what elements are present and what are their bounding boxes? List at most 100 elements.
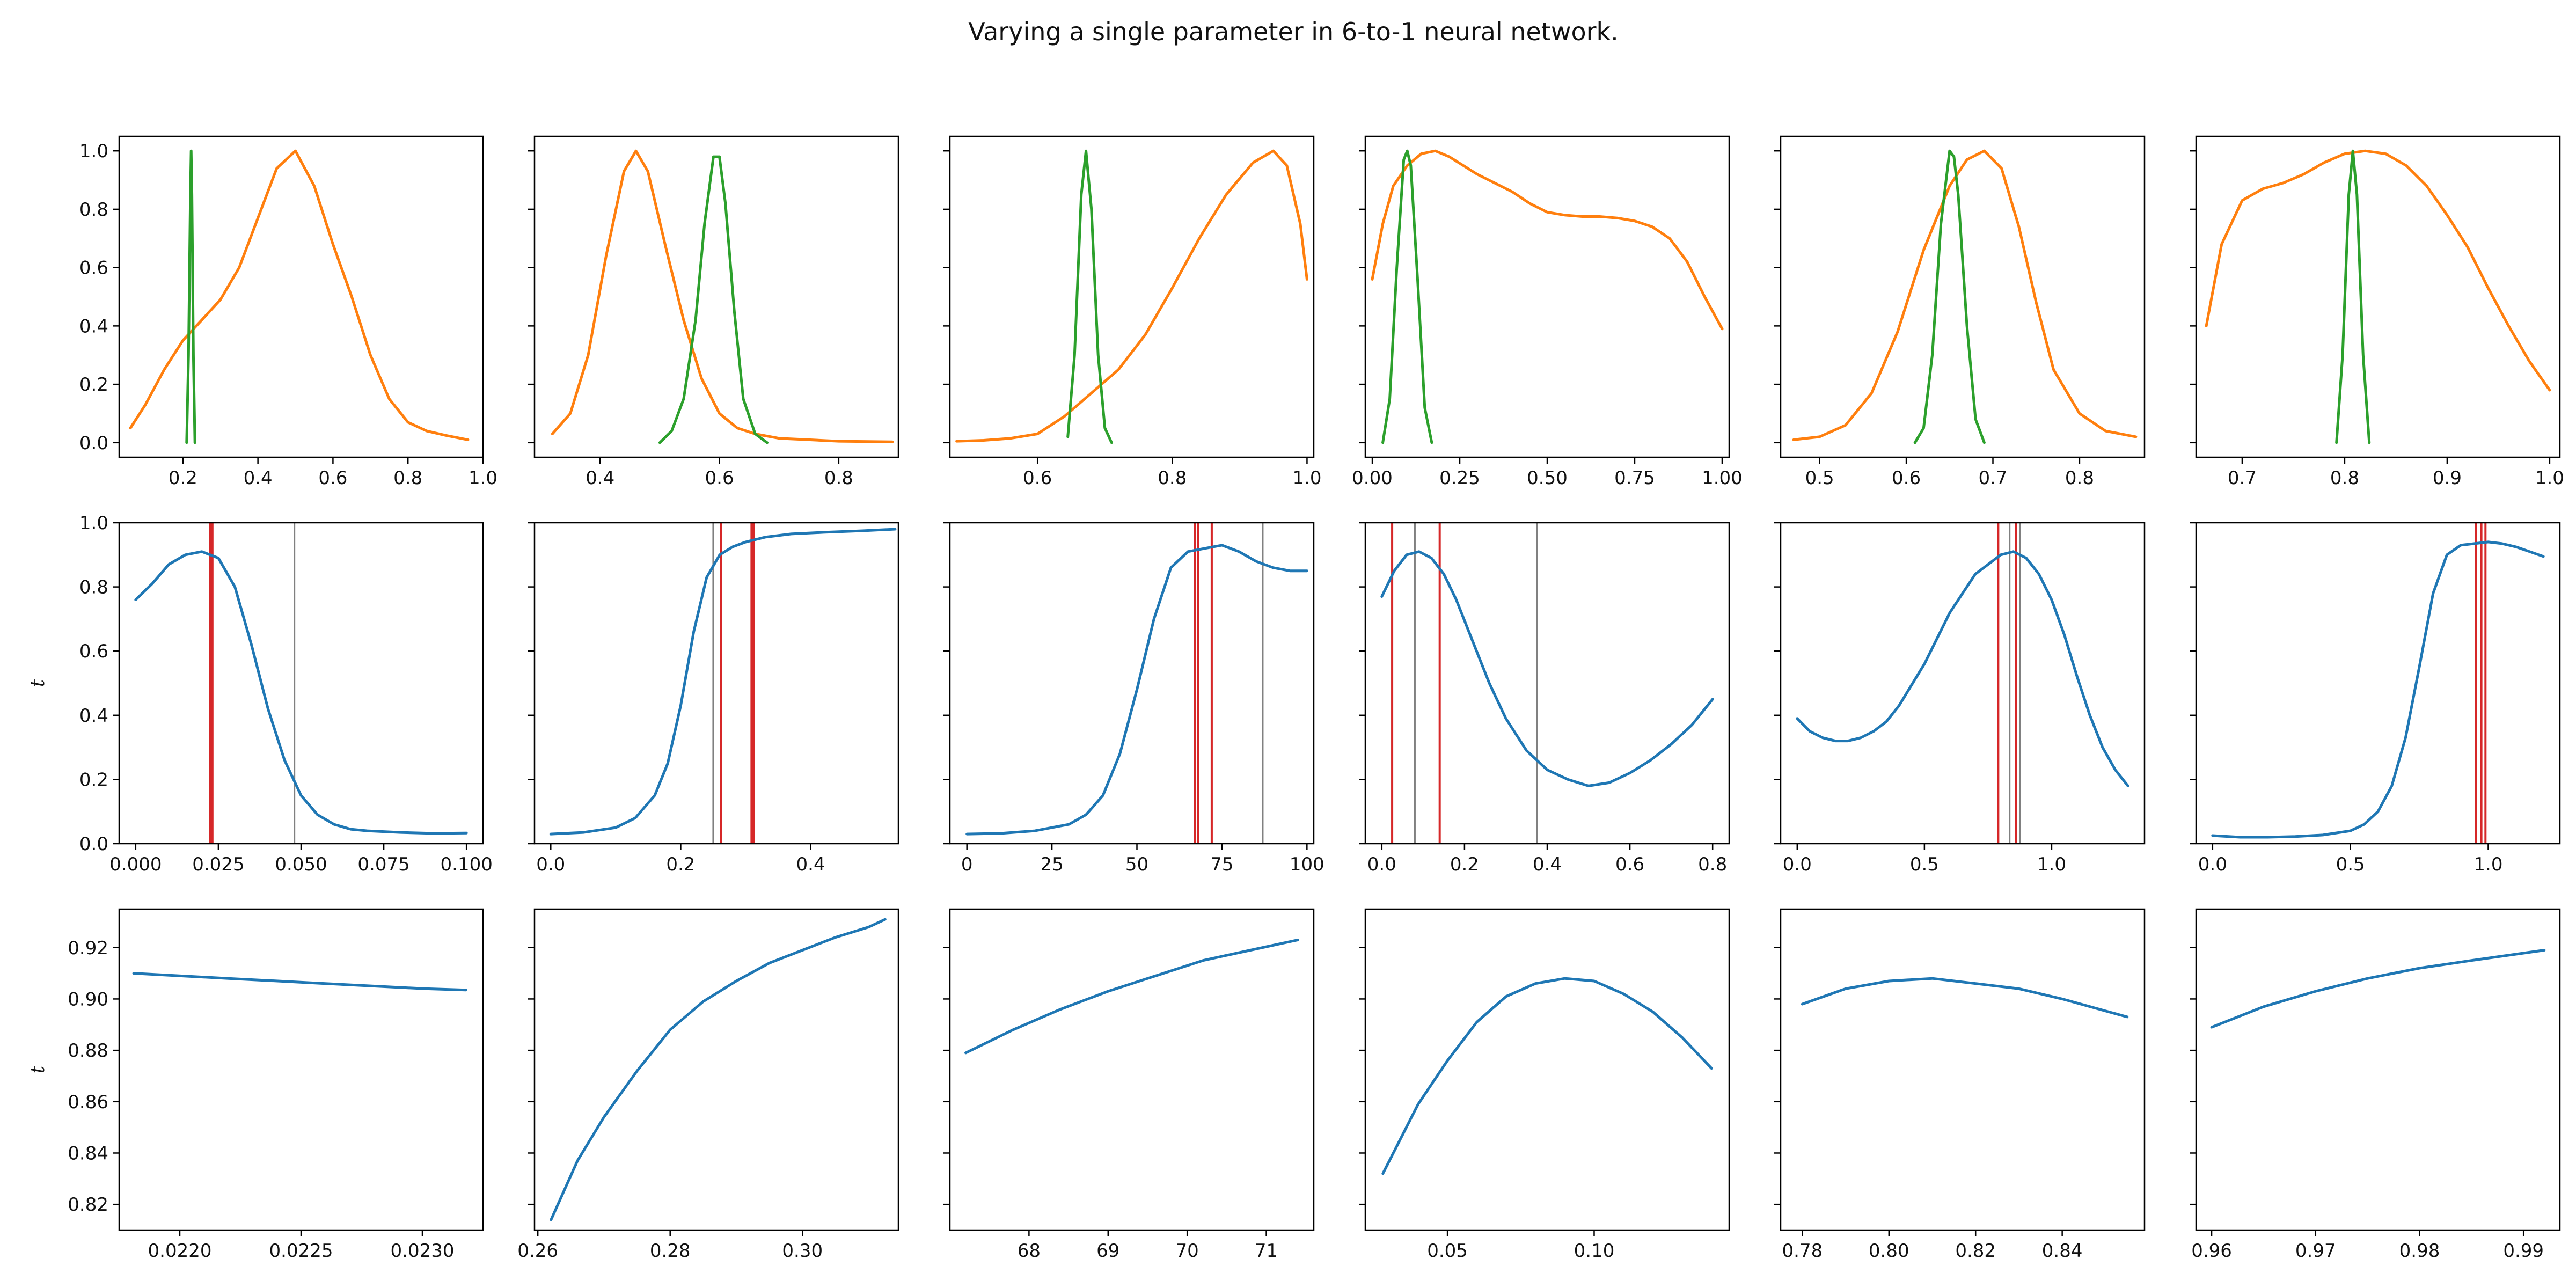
x-tick-label: 0.8 [824, 467, 853, 489]
y-tick-label: 0.8 [79, 199, 108, 221]
series-line-green [1381, 149, 1433, 444]
axes-frame [949, 908, 1315, 1231]
x-tick-label: 0.10 [1574, 1240, 1615, 1262]
subplot-r1-c2: 0 25 50 75 100 [943, 522, 1324, 875]
x-tick-label: 0.025 [192, 854, 244, 875]
y-tick-label: 0.4 [79, 705, 108, 727]
series-line-orange [129, 149, 470, 441]
x-tick-label: 0.8 [2065, 467, 2094, 489]
x-tick-label: 0.0225 [269, 1240, 333, 1262]
x-tick-label: 0.98 [2399, 1240, 2440, 1262]
x-tick-label: 0.5 [1910, 854, 1939, 875]
x-tick-label: 0.8 [1158, 467, 1187, 489]
x-tick-label: 0.05 [1427, 1240, 1468, 1262]
subplot-r0-c4: 0.5 0.6 0.7 0.8 [1774, 135, 2146, 489]
axes-frame [118, 908, 484, 1231]
x-tick-label: 0.050 [275, 854, 327, 875]
y-tick-label: 0.6 [79, 641, 108, 662]
series-line-green [1066, 149, 1113, 444]
series-line-blue [2211, 540, 2545, 839]
subplot-r0-c1: 0.4 0.6 0.8 [528, 135, 899, 489]
x-tick-label: 0.80 [1869, 1240, 1909, 1262]
series-line-orange [1371, 149, 1724, 331]
y-tick-label: 0.84 [68, 1143, 108, 1164]
x-tick-label: 1.0 [2535, 467, 2564, 489]
y-tick-label: 0.2 [79, 374, 108, 396]
y-axis-label: t [27, 1065, 49, 1073]
x-tick-label: 0.0220 [148, 1240, 212, 1262]
series-line-blue [1380, 550, 1714, 787]
axes-frame [949, 522, 1315, 845]
x-tick-label: 0.5 [1805, 467, 1834, 489]
x-tick-label: 0.6 [1615, 854, 1644, 875]
subplot-r1-c1: 0.0 0.2 0.4 [528, 522, 899, 875]
x-tick-label: 0.28 [650, 1240, 691, 1262]
x-tick-label: 0.6 [318, 467, 347, 489]
subplot-r0-c5: 0.7 0.8 0.9 1.0 [2190, 135, 2564, 489]
subplot-r1-c3: 0.0 0.2 0.4 0.6 0.8 [1359, 522, 1730, 875]
axes-frame [949, 135, 1315, 458]
subplot-r2-c4: 0.78 0.80 0.82 0.84 [1774, 908, 2146, 1262]
x-tick-label: 0.4 [244, 467, 273, 489]
x-tick-label: 0.6 [705, 467, 734, 489]
subplot-r1-c5: 0.0 0.5 1.0 [2190, 522, 2561, 875]
y-tick-label: 0.2 [79, 769, 108, 791]
series-line-orange [2205, 149, 2551, 392]
axes-layer: 0.2 0.4 0.6 0.8 1.00.00.20.40.60.81.00.4 0.6 0… [27, 135, 2564, 1262]
series-line-blue [549, 528, 897, 836]
series-line-orange [955, 149, 1308, 443]
x-tick-label: 0.8 [393, 467, 422, 489]
x-tick-label: 1.0 [469, 467, 497, 489]
x-tick-label: 100 [1290, 854, 1324, 875]
subplot-r2-c3: 0.05 0.10 [1359, 908, 1730, 1262]
y-tick-label: 1.0 [79, 513, 108, 534]
series-line-blue [1801, 977, 2129, 1019]
series-line-blue [2210, 949, 2546, 1029]
x-tick-label: 0.8 [2330, 467, 2359, 489]
x-tick-label: 0.2 [169, 467, 197, 489]
y-tick-label: 0.88 [68, 1040, 108, 1062]
axes-frame [1364, 522, 1730, 845]
x-tick-label: 0.30 [782, 1240, 823, 1262]
axes-frame [1780, 908, 2146, 1231]
subplot-r0-c3: 0.00 0.25 0.50 0.75 1.00 [1352, 135, 1743, 489]
y-tick-label: 0.90 [68, 989, 108, 1010]
subplot-r2-c1: 0.26 0.28 0.30 [517, 908, 899, 1262]
x-tick-label: 0.8 [1698, 854, 1727, 875]
series-line-green [2335, 149, 2371, 444]
y-tick-label: 0.86 [68, 1092, 108, 1113]
x-tick-label: 0.6 [1023, 467, 1052, 489]
series-line-green [658, 155, 769, 444]
x-tick-label: 75 [1210, 854, 1233, 875]
x-tick-label: 71 [1255, 1240, 1278, 1262]
x-tick-label: 0.2 [666, 854, 695, 875]
x-tick-label: 0.82 [1955, 1240, 1996, 1262]
series-line-orange [1792, 149, 2138, 441]
x-tick-label: 0.7 [2228, 467, 2257, 489]
x-tick-label: 0.0 [536, 854, 565, 875]
x-tick-label: 0.78 [1782, 1240, 1823, 1262]
series-line-blue [134, 550, 468, 835]
y-tick-label: 0.6 [79, 258, 108, 279]
y-tick-label: 1.0 [79, 141, 108, 162]
x-tick-label: 1.0 [1292, 467, 1321, 489]
axes-frame [2195, 908, 2561, 1231]
x-tick-label: 0.00 [1352, 467, 1393, 489]
y-axis-label: t [27, 679, 49, 687]
axes-frame [533, 908, 899, 1231]
x-tick-label: 0.6 [1892, 467, 1921, 489]
y-tick-label: 0.92 [68, 938, 108, 959]
series-line-blue [964, 938, 1299, 1055]
y-tick-label: 0.82 [68, 1194, 108, 1216]
axes-frame [533, 522, 899, 845]
x-tick-label: 0.75 [1614, 467, 1655, 489]
figure-title: Varying a single parameter in 6-to-1 neu… [968, 17, 1619, 46]
x-tick-label: 0.9 [2433, 467, 2462, 489]
y-tick-label: 0.0 [79, 433, 108, 454]
x-tick-label: 0.4 [1533, 854, 1562, 875]
x-tick-label: 0.97 [2295, 1240, 2336, 1262]
axes-frame [1364, 908, 1730, 1231]
x-tick-label: 0.7 [1978, 467, 2007, 489]
subplot-r1-c0: 0.000 0.025 0.050 0.075 0.100 0.0 0.2 0.4 0.6 0.8… [27, 513, 493, 875]
